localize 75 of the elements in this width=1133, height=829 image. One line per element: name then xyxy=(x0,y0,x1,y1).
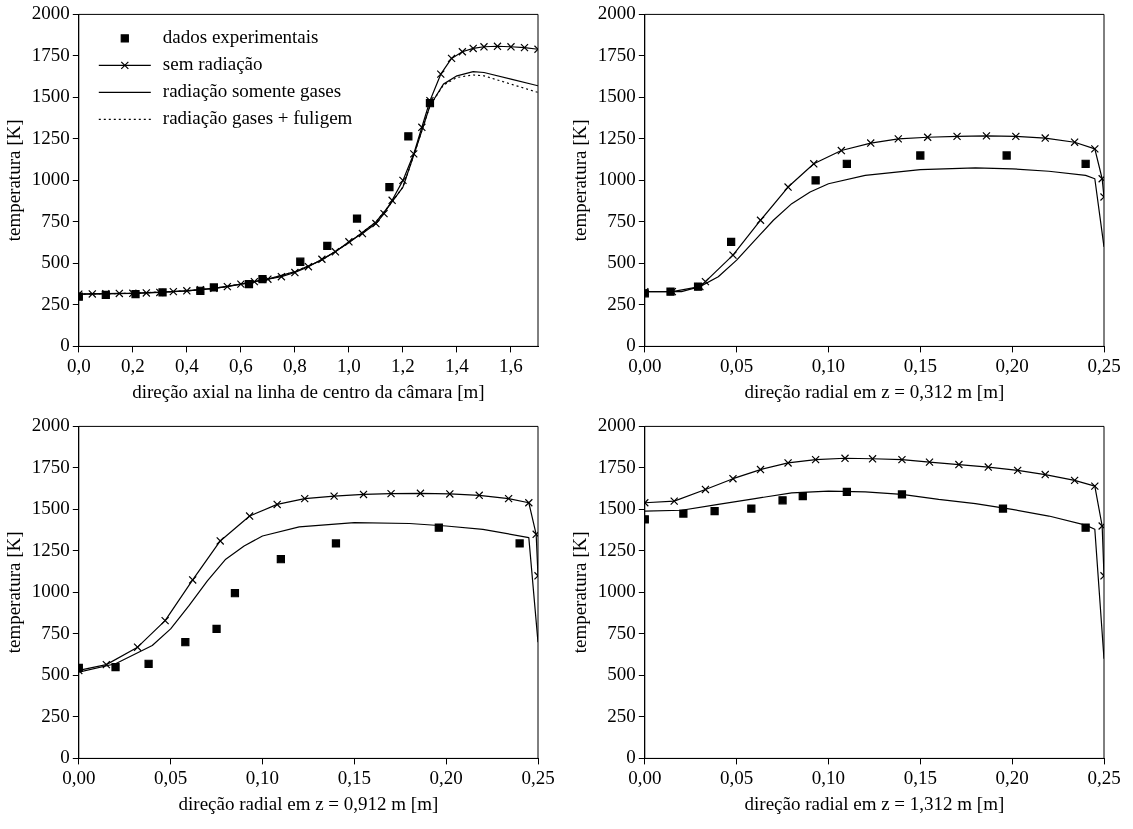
y-tick-label: 250 xyxy=(607,292,636,314)
y-tick-label: 1250 xyxy=(31,538,70,560)
y-tick-label: 1000 xyxy=(31,580,70,602)
y-tick-label: 750 xyxy=(607,209,636,231)
x-axis-title: direção radial em z = 1,312 m [m] xyxy=(744,792,1005,814)
x-tick-label: 0,4 xyxy=(174,354,200,376)
y-axis-title: temperatura [K] xyxy=(569,119,591,242)
y-tick-label: 0 xyxy=(60,746,70,768)
y-tick-label: 750 xyxy=(607,621,636,643)
y-tick-label: 0 xyxy=(626,746,636,768)
y-tick-label: 1500 xyxy=(31,85,70,107)
x-tick-label: 0,05 xyxy=(154,766,188,788)
y-tick-label: 500 xyxy=(41,663,70,685)
x-axis-title: direção radial em z = 0,312 m [m] xyxy=(744,380,1005,402)
x-tick-label: 1,0 xyxy=(337,354,361,376)
y-tick-label: 1500 xyxy=(31,497,70,519)
legend-label: dados experimentais xyxy=(162,26,319,48)
y-tick-label: 1750 xyxy=(597,455,636,477)
x-tick-label: 0,00 xyxy=(62,766,96,788)
x-tick-label: 0,15 xyxy=(337,766,371,788)
y-tick-label: 2000 xyxy=(31,2,70,24)
y-tick-label: 1500 xyxy=(597,497,636,519)
x-tick-label: 0,10 xyxy=(245,766,280,788)
y-tick-label: 1000 xyxy=(597,580,636,602)
legend-label: sem radiação xyxy=(162,53,263,75)
x-tick-label: 0,00 xyxy=(628,354,662,376)
y-tick-label: 1750 xyxy=(597,43,636,65)
x-tick-label: 1,2 xyxy=(391,354,415,376)
x-tick-label: 0,15 xyxy=(903,354,937,376)
y-axis-title: temperatura [K] xyxy=(569,531,591,654)
y-tick-label: 0 xyxy=(60,334,70,356)
x-tick-label: 0,25 xyxy=(1087,354,1121,376)
x-tick-label: 0,00 xyxy=(628,766,662,788)
y-tick-label: 2000 xyxy=(31,414,70,436)
y-axis-title: temperatura [K] xyxy=(3,119,25,242)
y-tick-label: 1000 xyxy=(597,168,636,190)
y-tick-label: 1500 xyxy=(597,85,636,107)
y-tick-label: 1000 xyxy=(31,168,70,190)
y-tick-label: 1250 xyxy=(597,126,636,148)
x-tick-label: 0,20 xyxy=(995,766,1029,788)
y-tick-label: 750 xyxy=(41,621,70,643)
x-tick-label: 0,15 xyxy=(903,766,937,788)
y-tick-label: 750 xyxy=(41,209,70,231)
y-tick-label: 500 xyxy=(607,663,636,685)
y-axis-title: temperatura [K] xyxy=(3,531,25,654)
x-tick-label: 0,8 xyxy=(283,354,307,376)
x-tick-label: 0,05 xyxy=(720,766,754,788)
y-tick-label: 1750 xyxy=(31,455,70,477)
x-tick-label: 0,25 xyxy=(1087,766,1121,788)
x-tick-label: 0,10 xyxy=(811,766,846,788)
y-tick-label: 500 xyxy=(41,251,70,273)
x-tick-label: 0,0 xyxy=(66,354,91,376)
y-tick-label: 250 xyxy=(41,704,70,726)
x-axis-title: direção radial em z = 0,912 m [m] xyxy=(178,792,439,814)
x-tick-label: 0,20 xyxy=(429,766,463,788)
y-tick-label: 500 xyxy=(607,251,636,273)
legend-label: radiação somente gases xyxy=(162,80,342,102)
x-tick-label: 1,4 xyxy=(445,354,470,376)
x-tick-label: 0,2 xyxy=(120,354,145,376)
y-tick-label: 2000 xyxy=(597,2,636,24)
y-tick-label: 0 xyxy=(626,334,636,356)
x-tick-label: 0,6 xyxy=(229,354,253,376)
y-tick-label: 250 xyxy=(41,292,70,314)
y-tick-label: 1750 xyxy=(31,43,70,65)
y-tick-label: 1250 xyxy=(597,538,636,560)
x-tick-label: 1,6 xyxy=(499,354,523,376)
y-tick-label: 1250 xyxy=(31,126,70,148)
x-tick-label: 0,05 xyxy=(720,354,754,376)
legend-label: radiação gases + fuligem xyxy=(162,107,353,129)
x-tick-label: 0,25 xyxy=(521,766,555,788)
y-tick-label: 2000 xyxy=(597,414,636,436)
x-axis-title: direção axial na linha de centro da câmara [m] xyxy=(132,380,485,402)
y-tick-label: 250 xyxy=(607,704,636,726)
x-tick-label: 0,20 xyxy=(995,354,1029,376)
x-tick-label: 0,10 xyxy=(811,354,846,376)
